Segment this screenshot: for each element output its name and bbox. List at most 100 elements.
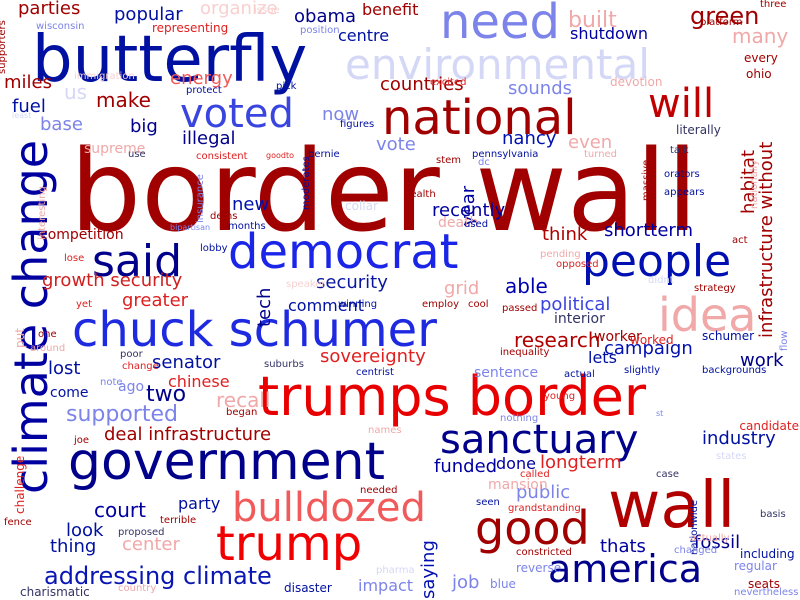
cloud-word: two [146, 382, 187, 407]
cloud-word: every [744, 51, 778, 65]
cloud-word: dc [478, 157, 490, 168]
cloud-word: chinese [168, 372, 230, 391]
cloud-word: miles [4, 72, 52, 93]
cloud-word: obama [294, 6, 357, 27]
cloud-word: around [30, 343, 66, 354]
cloud-word: strategy [694, 283, 736, 294]
cloud-word: sounds [508, 78, 573, 99]
cloud-word: health [404, 189, 436, 200]
cloud-word: turned [584, 149, 618, 160]
cloud-word: least [12, 111, 32, 120]
cloud-word: lost [48, 358, 81, 379]
cloud-word: able [505, 274, 548, 298]
cloud-word: young [544, 391, 576, 402]
cloud-word: campaign [604, 338, 693, 359]
cloud-word: nancy [502, 128, 557, 149]
cloud-word: many [732, 24, 789, 48]
cloud-word: worker [594, 329, 642, 345]
cloud-word: popular [114, 4, 183, 25]
cloud-word: bipartisan [170, 223, 211, 232]
cloud-word: goodto [266, 151, 294, 160]
cloud-word: interesting [37, 186, 48, 240]
cloud-word: fossil [694, 532, 741, 553]
cloud-word: poor [120, 349, 143, 360]
cloud-word: tech [254, 288, 275, 328]
cloud-word: note [100, 377, 123, 388]
cloud-word: new [232, 194, 270, 215]
cloud-word: called [520, 469, 550, 480]
cloud-word: comment [288, 296, 365, 315]
cloud-word: winning [338, 299, 378, 310]
cloud-word: greater [122, 290, 189, 311]
cloud-word: used [464, 219, 489, 230]
cloud-word: bernie [308, 149, 340, 160]
cloud-word: butterfly [32, 23, 308, 97]
cloud-word: supporters [0, 20, 8, 74]
cloud-word: parties [18, 0, 81, 19]
cloud-word: seen [476, 497, 500, 508]
cloud-word: party [178, 494, 221, 513]
cloud-word: work [740, 350, 784, 371]
cloud-word: done [496, 454, 536, 473]
cloud-word: began [226, 407, 258, 418]
cloud-word: now [322, 104, 360, 125]
cloud-word: recall [216, 388, 271, 412]
cloud-word: said [92, 236, 183, 287]
cloud-word: one [38, 329, 57, 340]
cloud-word: benefit [362, 0, 419, 19]
cloud-word: come [50, 385, 89, 401]
cloud-word: moderates [301, 156, 312, 210]
cloud-word: interior [554, 311, 605, 327]
cloud-word: job [452, 572, 480, 593]
cloud-word: america [548, 547, 703, 591]
cloud-word: ago [118, 379, 145, 395]
cloud-word: inequality [500, 347, 550, 358]
cloud-word: massive [641, 160, 652, 202]
cloud-word: ohio [746, 67, 772, 81]
cloud-word: sanctuary [440, 417, 639, 463]
cloud-word: centrist [356, 367, 394, 378]
cloud-word: figures [340, 119, 375, 130]
cloud-word: cool [468, 299, 489, 310]
cloud-word: national [382, 90, 577, 146]
cloud-word: even [568, 132, 613, 153]
cloud-word: vote [376, 134, 416, 155]
cloud-word: flow [779, 330, 790, 351]
cloud-word: organize [200, 0, 278, 19]
cloud-word: wall [608, 469, 736, 543]
cloud-word: center [122, 534, 180, 555]
cloud-word: change [122, 361, 159, 372]
cloud-word: disaster [284, 581, 332, 595]
cloud-word: seats [748, 577, 780, 591]
cloud-word: saying [418, 540, 439, 599]
cloud-word: environmental [345, 40, 650, 89]
cloud-word: research [514, 328, 601, 352]
cloud-word: border wall [70, 127, 698, 257]
cloud-word: make [96, 88, 151, 112]
cloud-word: backgrounds [702, 365, 767, 376]
cloud-word: literally [676, 123, 721, 137]
cloud-word: energy [170, 68, 233, 89]
cloud-word: passed [502, 303, 538, 314]
cloud-word: blue [490, 577, 516, 591]
cloud-word: countries [380, 74, 464, 95]
cloud-word: nevertheless [734, 587, 799, 598]
cloud-word: public [516, 482, 571, 503]
cloud-word: states [716, 451, 747, 462]
cloud-word: constricted [516, 547, 572, 558]
cloud-word: proposed [118, 527, 165, 538]
cloud-word: infrastructure without [756, 142, 777, 339]
cloud-word: recently [432, 200, 506, 221]
cloud-word: appears [664, 187, 705, 198]
cloud-word: collar [345, 199, 378, 213]
cloud-word: actual [564, 369, 595, 380]
cloud-word: shortterm [604, 220, 694, 241]
cloud-word: deal infrastructure [104, 424, 272, 445]
cloud-word: base [40, 114, 83, 135]
cloud-word: suburbs [264, 359, 304, 370]
cloud-word: impact [358, 576, 414, 595]
cloud-word: speaker [286, 279, 326, 290]
cloud-word: think [542, 224, 588, 245]
cloud-word: supreme [84, 141, 146, 157]
